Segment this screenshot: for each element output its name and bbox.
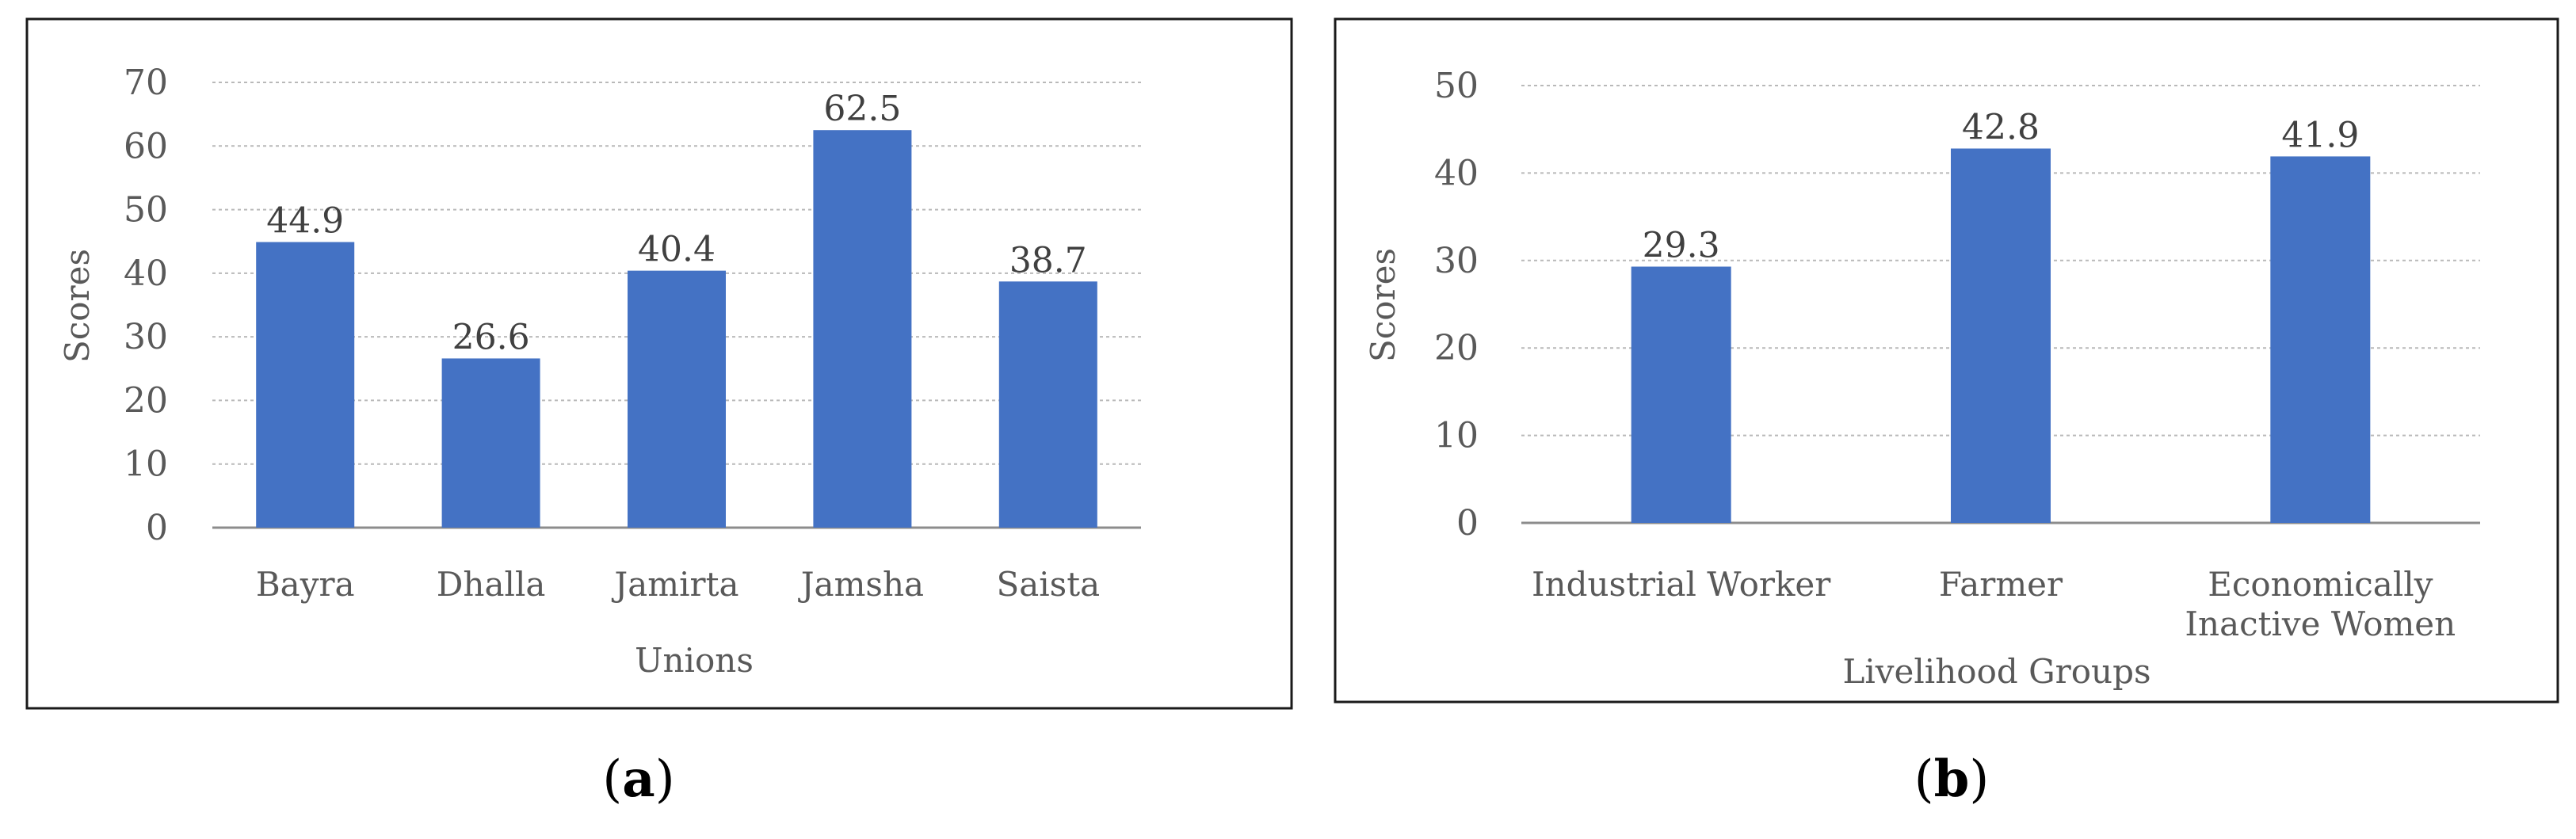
y-tick-labels-b: 0 10 20 30 40 50 <box>1434 66 1479 543</box>
caption-a: (a) <box>602 749 674 809</box>
y-tick-label: 30 <box>124 317 168 357</box>
data-label: 29.3 <box>1643 226 1720 266</box>
caption-b: (b) <box>1914 749 1990 809</box>
y-tick-label: 30 <box>1434 241 1479 281</box>
chart-panel-a: 0 10 20 30 40 50 60 70 Bayra Dhalla Jamirta Jamsha… <box>25 17 1293 710</box>
y-tick-label: 40 <box>124 254 168 294</box>
x-axis-title-b: Livelihood Groups <box>1842 652 2150 691</box>
x-axis-title-a: Unions <box>635 641 754 680</box>
y-tick-label: 60 <box>124 126 168 166</box>
data-labels-b: 29.3 42.8 41.9 <box>1643 107 2360 265</box>
bar <box>441 358 540 528</box>
y-axis-title-a: Scores <box>58 249 97 363</box>
y-tick-label: 0 <box>146 508 168 548</box>
x-category-label: Farmer <box>1939 565 2063 604</box>
data-label: 26.6 <box>452 317 530 357</box>
y-axis-title-b: Scores <box>1364 248 1402 362</box>
bar <box>2270 156 2371 523</box>
x-category-label: Jamsha <box>798 565 924 604</box>
bars-a <box>256 130 1097 528</box>
y-tick-label: 0 <box>1456 503 1479 543</box>
data-label: 41.9 <box>2281 115 2359 155</box>
bar <box>1951 148 2051 523</box>
y-tick-label: 20 <box>124 380 168 421</box>
data-label: 62.5 <box>823 89 901 129</box>
x-category-label: Jamirta <box>611 565 738 604</box>
x-category-label: Economically Inactive Women <box>2185 565 2456 643</box>
x-category-label: Dhalla <box>437 565 546 604</box>
x-category-labels-b: Industrial Worker Farmer Economically Inact… <box>1532 565 2456 643</box>
y-tick-label: 70 <box>124 63 168 103</box>
x-category-label: Saista <box>996 565 1100 604</box>
x-category-label: Industrial Worker <box>1532 565 1831 604</box>
data-label: 44.9 <box>266 201 344 242</box>
bar <box>628 270 726 528</box>
bar <box>1631 266 1731 523</box>
data-label: 40.4 <box>638 230 716 270</box>
y-tick-label: 20 <box>1434 328 1479 368</box>
data-label: 38.7 <box>1009 240 1087 280</box>
bar <box>256 242 355 528</box>
y-tick-label: 50 <box>1434 66 1479 106</box>
y-tick-label: 50 <box>124 190 168 231</box>
bars-b <box>1631 148 2371 523</box>
y-tick-label: 10 <box>124 444 168 485</box>
chart-panel-b: 0 10 20 30 40 50 Industrial Worker Farmer Econo… <box>1334 17 2559 704</box>
data-label: 42.8 <box>1962 107 2040 147</box>
y-tick-labels-a: 0 10 20 30 40 50 60 70 <box>124 63 168 548</box>
bar <box>998 281 1097 528</box>
x-category-labels-a: Bayra Dhalla Jamirta Jamsha Saista <box>256 565 1100 604</box>
bar <box>813 130 912 528</box>
x-category-label: Bayra <box>256 565 355 604</box>
data-labels-a: 44.9 26.6 40.4 62.5 38.7 <box>266 89 1087 357</box>
y-tick-label: 40 <box>1434 153 1479 193</box>
y-tick-label: 10 <box>1434 416 1479 456</box>
